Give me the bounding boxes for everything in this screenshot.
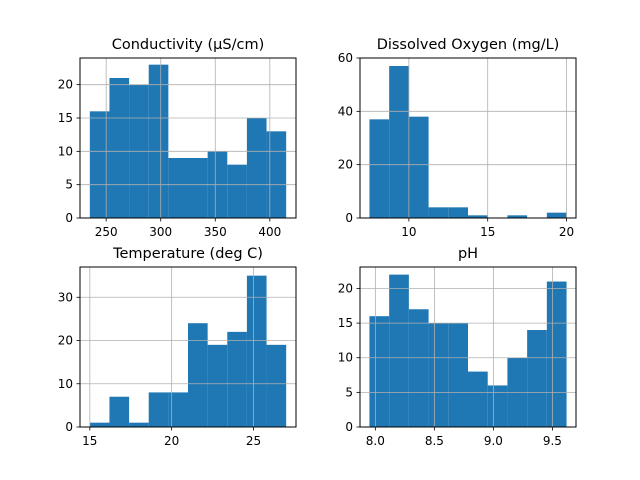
histogram-bar <box>527 330 547 427</box>
histogram-bar <box>546 281 567 427</box>
y-tick-label: 20 <box>58 78 73 92</box>
histogram-bar <box>188 158 208 218</box>
histogram-bar <box>428 207 449 218</box>
histogram-bar <box>546 212 567 218</box>
y-tick-label: 0 <box>65 420 73 434</box>
x-tick-label: 20 <box>164 434 179 448</box>
histogram-bar <box>246 118 267 218</box>
axes-frame <box>79 57 297 219</box>
y-tick-label: 40 <box>338 104 353 118</box>
histogram-bar <box>408 309 429 427</box>
y-tick-label: 5 <box>65 178 73 192</box>
x-tick-label: 25 <box>246 434 261 448</box>
panel-title: pH <box>458 246 478 262</box>
histogram-bar <box>168 392 188 427</box>
x-tick-label: 400 <box>258 225 281 239</box>
histogram-bar <box>266 131 287 218</box>
x-tick-label: 250 <box>95 225 118 239</box>
histogram-bar <box>468 215 488 218</box>
histogram-bar <box>207 344 228 427</box>
x-tick-label: 20 <box>559 225 574 239</box>
y-tick-label: 0 <box>345 420 353 434</box>
histogram-bar <box>448 207 468 218</box>
histogram-bar <box>389 274 409 427</box>
panel-title: Temperature (deg C) <box>112 246 263 262</box>
y-tick-label: 0 <box>65 211 73 225</box>
histogram-bar <box>389 66 409 218</box>
histogram-bar <box>369 119 390 218</box>
y-tick-label: 10 <box>58 144 73 158</box>
x-tick-label: 9.0 <box>484 434 503 448</box>
histogram-bar <box>89 111 110 218</box>
y-tick-label: 5 <box>345 385 353 399</box>
panel-title: Dissolved Oxygen (mg/L) <box>377 37 560 53</box>
histogram-bar <box>188 323 208 427</box>
histogram-bar <box>246 275 267 427</box>
x-tick-label: 9.5 <box>543 434 562 448</box>
y-tick-label: 20 <box>338 281 353 295</box>
histogram-bar <box>148 392 169 427</box>
histogram-bar <box>168 158 188 218</box>
y-tick-label: 20 <box>338 158 353 172</box>
histogram-bar <box>109 396 130 427</box>
histogram-bar <box>408 116 429 218</box>
x-tick-label: 350 <box>204 225 227 239</box>
histogram-bar <box>487 385 508 427</box>
x-tick-label: 10 <box>401 225 416 239</box>
panel-title: Conductivity (μS/cm) <box>112 37 264 53</box>
histogram-bar <box>468 371 488 427</box>
conductivity-histogram: 250 300 350 400 0 5 10 15 20 Conductivity (μS/cm) <box>58 37 297 239</box>
axes-frame <box>359 57 577 219</box>
ph-histogram: 8.0 8.5 9.0 9.5 0 5 10 15 20 pH <box>338 246 577 448</box>
y-tick-label: 15 <box>58 111 73 125</box>
histogram-bar <box>89 422 110 427</box>
y-tick-label: 15 <box>338 316 353 330</box>
x-tick-label: 15 <box>480 225 495 239</box>
y-tick-label: 10 <box>58 377 73 391</box>
axes-frame <box>359 266 577 428</box>
y-tick-label: 20 <box>58 334 73 348</box>
x-tick-label: 8.5 <box>425 434 444 448</box>
x-tick-label: 300 <box>149 225 172 239</box>
y-tick-label: 60 <box>338 51 353 65</box>
histogram-bar <box>227 164 247 218</box>
x-tick-label: 15 <box>82 434 97 448</box>
histogram-bar <box>148 64 169 219</box>
y-tick-label: 30 <box>58 290 73 304</box>
histogram-bar <box>266 344 287 427</box>
histogram-bar <box>428 323 449 427</box>
histogram-bar <box>369 316 390 427</box>
axes-frame <box>79 266 297 428</box>
histogram-bar <box>507 215 528 218</box>
histogram-bar <box>448 323 468 427</box>
histogram-bar <box>227 331 247 427</box>
dissolved-oxygen-histogram: 10 15 20 0 20 40 60 Dissolved Oxygen (mg/L) <box>338 37 577 239</box>
y-tick-label: 0 <box>345 211 353 225</box>
temperature-histogram: 15 20 25 0 10 20 30 Temperature (deg C) <box>58 246 297 448</box>
x-tick-label: 8.0 <box>366 434 385 448</box>
histogram-bar <box>109 78 130 218</box>
histogram-bar <box>129 422 149 427</box>
y-tick-label: 10 <box>338 351 353 365</box>
